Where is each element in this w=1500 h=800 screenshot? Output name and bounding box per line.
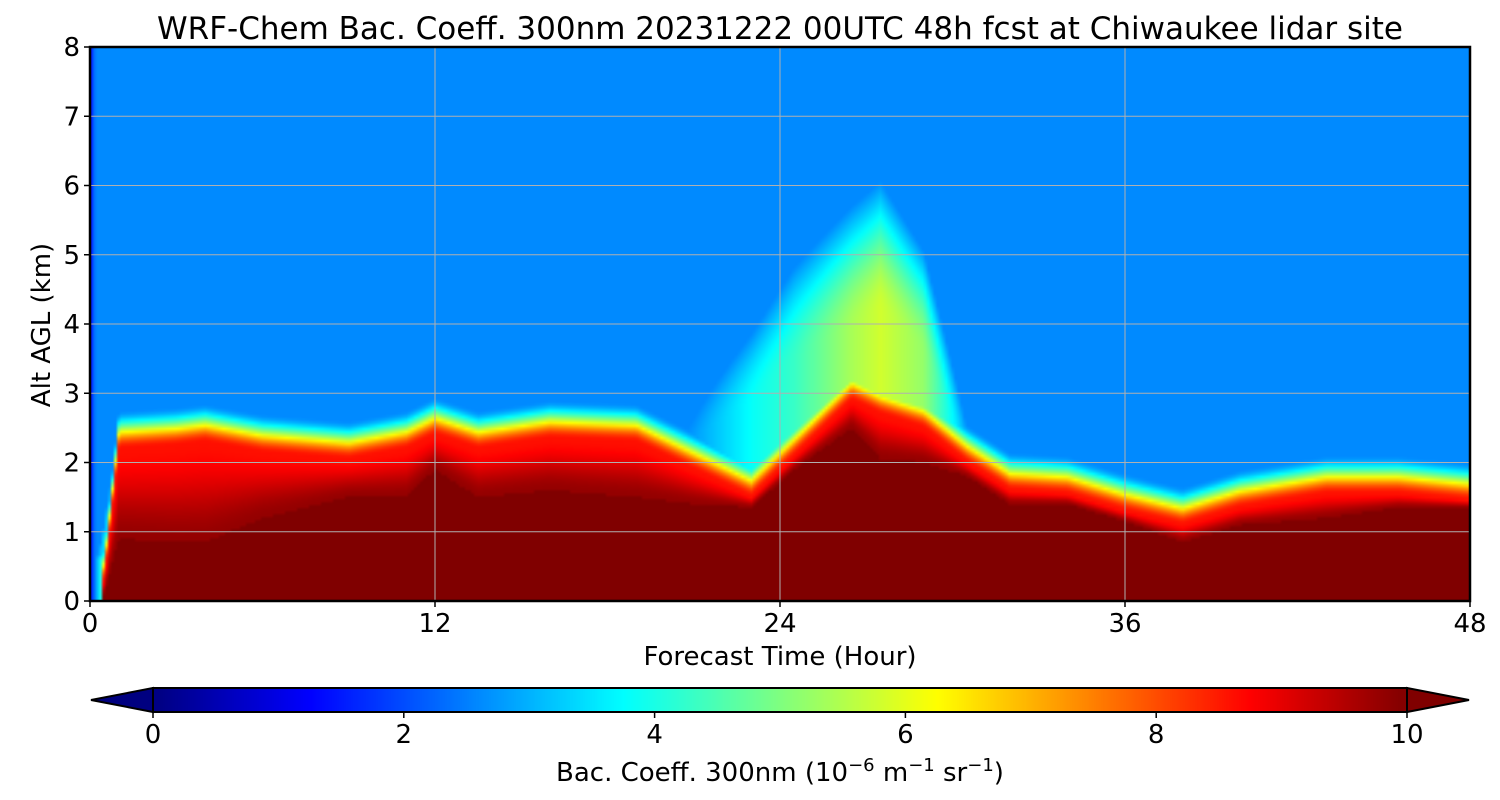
colorbar-tick-label: 6 — [897, 720, 914, 750]
colorbar-tick-label: 0 — [145, 720, 162, 750]
colorbar-tick-label: 2 — [396, 720, 413, 750]
colorbar-extend-low — [90, 686, 154, 714]
y-tick-label: 6 — [63, 172, 80, 202]
colorbar-label-unit2: sr — [935, 758, 968, 788]
colorbar-frame — [152, 687, 1408, 713]
y-tick-label: 5 — [63, 241, 80, 271]
y-tick-label: 0 — [63, 587, 80, 617]
x-tick-label: 12 — [418, 609, 451, 639]
colorbar-ticks: 0 2 4 6 8 10 — [145, 712, 1424, 750]
colorbar-label-main: Bac. Coeff. 300nm (10 — [556, 758, 848, 788]
colorbar-label-exp2: −1 — [908, 755, 935, 776]
x-axis-label: Forecast Time (Hour) — [643, 642, 916, 672]
x-tick-label: 0 — [82, 609, 99, 639]
colorbar: 0 2 4 6 8 10 Bac. Coeff. 300nm (10−6 m−1 sr−1… — [90, 686, 1470, 788]
colorbar-tick-label: 8 — [1148, 720, 1165, 750]
y-tick-label: 7 — [63, 102, 80, 132]
colorbar-label-close: ) — [994, 758, 1004, 788]
gridlines — [90, 47, 1470, 601]
colorbar-extend-high — [1406, 686, 1470, 714]
y-axis-label: Alt AGL (km) — [27, 243, 57, 407]
colorbar-label: Bac. Coeff. 300nm (10−6 m−1 sr−1) — [556, 755, 1004, 788]
colorbar-tick-label: 10 — [1390, 720, 1423, 750]
y-tick-label: 4 — [63, 310, 80, 340]
y-tick-label: 3 — [63, 379, 80, 409]
chart-title: WRF-Chem Bac. Coeff. 300nm 20231222 00UT… — [157, 11, 1403, 47]
x-tick-label: 36 — [1108, 609, 1141, 639]
y-axis-ticks: 0 1 2 3 4 5 6 7 8 — [63, 33, 90, 617]
colorbar-gradient — [153, 688, 1407, 712]
x-tick-label: 24 — [763, 609, 796, 639]
x-tick-label: 48 — [1453, 609, 1486, 639]
x-axis-ticks: 0 12 24 36 48 — [82, 601, 1487, 639]
y-tick-label: 1 — [63, 518, 80, 548]
colorbar-label-exp3: −1 — [967, 755, 994, 776]
colorbar-label-exp1: −6 — [848, 755, 875, 776]
colorbar-tick-label: 4 — [646, 720, 663, 750]
y-tick-label: 2 — [63, 449, 80, 479]
y-tick-label: 8 — [63, 33, 80, 63]
colorbar-label-unit1: m — [875, 758, 909, 788]
